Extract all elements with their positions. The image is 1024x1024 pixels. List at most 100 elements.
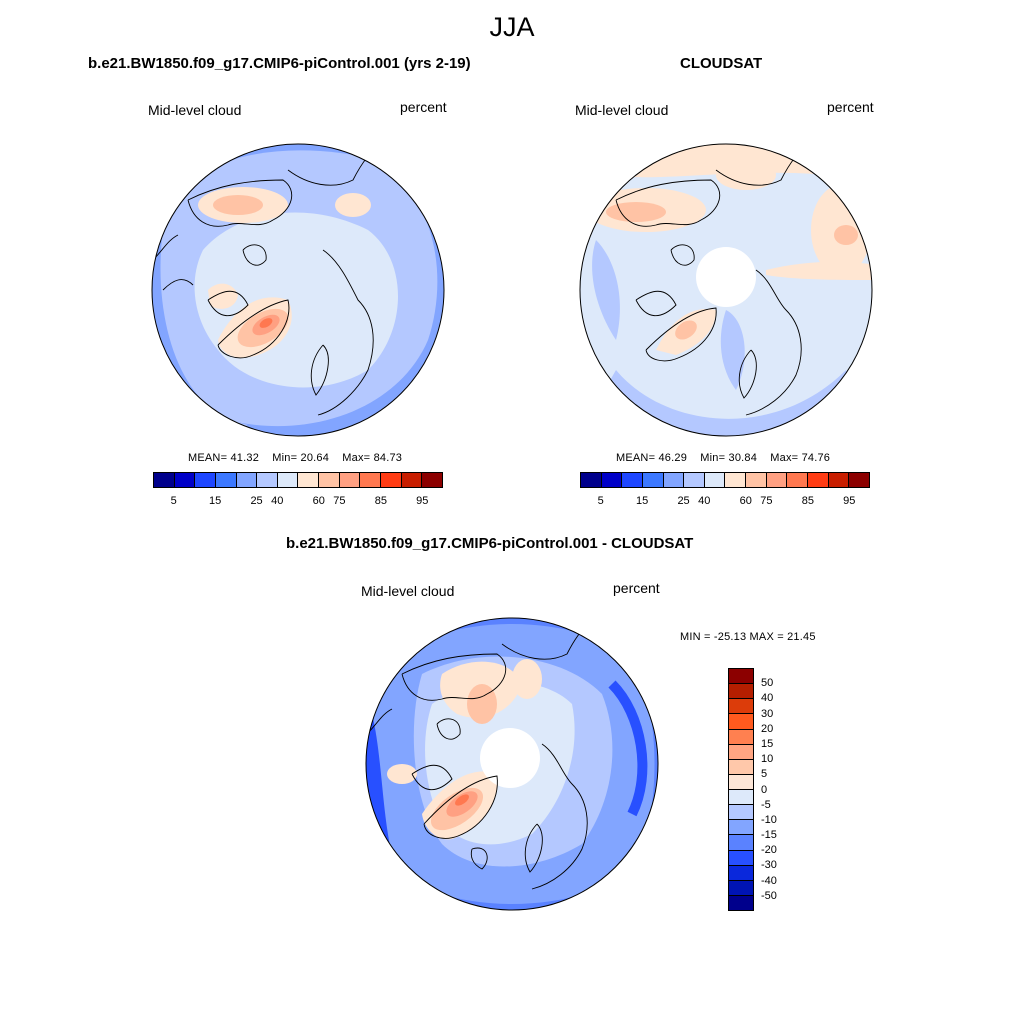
colorbar-swatch (236, 473, 258, 487)
colorbar-swatch (729, 835, 753, 851)
colorbar-swatch (257, 473, 278, 487)
colorbar-tick-label: 85 (374, 495, 387, 507)
colorbar-swatch (360, 473, 382, 487)
colorbar-tick-label: 40 (761, 692, 774, 705)
colorbar-tick-label: 5 (597, 495, 604, 507)
colorbar-swatch (729, 880, 753, 896)
colorbar-swatch (277, 473, 299, 487)
colorbar-tick-label: 60 (739, 495, 752, 507)
colorbar-tick-label: 85 (801, 495, 814, 507)
colorbar-tick-label: 95 (843, 495, 856, 507)
panel1-colorbar (153, 472, 443, 488)
colorbar-swatch (422, 473, 442, 487)
colorbar-tick-label: 60 (312, 495, 325, 507)
colorbar-tick-label: 25 (250, 495, 263, 507)
panel3-stats: MIN = -25.13 MAX = 21.45 (680, 631, 816, 643)
panel1-stats: MEAN= 41.32 Min= 20.64 Max= 84.73 (188, 452, 402, 464)
colorbar-swatch (787, 473, 809, 487)
colorbar-swatch (828, 473, 850, 487)
colorbar-swatch (729, 820, 753, 836)
panel2-max-value: 74.76 (801, 452, 831, 464)
colorbar-tick-label: 15 (209, 495, 222, 507)
colorbar-swatch (319, 473, 340, 487)
panel2-min-value: 30.84 (728, 452, 758, 464)
colorbar-tick-label: 15 (761, 737, 774, 750)
colorbar-tick-label: -40 (761, 874, 777, 887)
panel1-mean-label: MEAN= (188, 452, 228, 464)
colorbar-tick-label: -20 (761, 844, 777, 857)
colorbar-tick-label: 25 (677, 495, 690, 507)
colorbar-swatch (729, 850, 753, 866)
panel1-variable-label: Mid-level cloud (148, 102, 242, 118)
colorbar-swatch (622, 473, 643, 487)
colorbar-swatch (849, 473, 869, 487)
colorbar-swatch (381, 473, 402, 487)
panel1-title: b.e21.BW1850.f09_g17.CMIP6-piControl.001… (88, 55, 471, 72)
colorbar-tick-label: -10 (761, 813, 777, 826)
colorbar-tick-label: 15 (636, 495, 649, 507)
colorbar-tick-label: 75 (760, 495, 773, 507)
colorbar-swatch (729, 684, 753, 700)
panel2-mean-label: MEAN= (616, 452, 656, 464)
colorbar-tick-label: 30 (761, 707, 774, 720)
panel2-mean-value: 46.29 (658, 452, 688, 464)
colorbar-swatch (808, 473, 829, 487)
colorbar-swatch (339, 473, 361, 487)
colorbar-tick-label: 40 (271, 495, 284, 507)
colorbar-swatch (195, 473, 216, 487)
colorbar-swatch (729, 865, 753, 881)
colorbar-swatch (704, 473, 726, 487)
panel1-min-label: Min= (272, 452, 298, 464)
panel1-mean-value: 41.32 (230, 452, 260, 464)
colorbar-swatch (729, 759, 753, 775)
panel1-colorbar-ticks: 5 15 25 40 60 75 85 95 (153, 495, 443, 509)
panel2-max-label: Max= (770, 452, 799, 464)
colorbar-swatch (215, 473, 237, 487)
panel3-polar-map (365, 617, 659, 911)
colorbar-swatch (729, 895, 753, 910)
colorbar-tick-label: 40 (698, 495, 711, 507)
panel2-stats: MEAN= 46.29 Min= 30.84 Max= 74.76 (616, 452, 830, 464)
colorbar-tick-label: 5 (761, 768, 768, 781)
panel2-min-label: Min= (700, 452, 726, 464)
colorbar-swatch (729, 805, 753, 821)
colorbar-swatch (642, 473, 664, 487)
colorbar-swatch (174, 473, 196, 487)
colorbar-tick-label: 50 (761, 677, 774, 690)
colorbar-swatch (729, 669, 753, 685)
colorbar-swatch (766, 473, 788, 487)
colorbar-tick-label: -15 (761, 829, 777, 842)
colorbar-swatch (729, 774, 753, 790)
colorbar-tick-label: 5 (170, 495, 177, 507)
colorbar-swatch (725, 473, 747, 487)
panel2-title: CLOUDSAT (680, 55, 763, 72)
panel3-title: b.e21.BW1850.f09_g17.CMIP6-piControl.001… (286, 535, 694, 552)
colorbar-swatch (729, 714, 753, 730)
colorbar-tick-label: -50 (761, 889, 777, 902)
colorbar-swatch (729, 790, 753, 806)
colorbar-tick-label: 75 (333, 495, 346, 507)
colorbar-tick-label: 0 (761, 783, 768, 796)
panel2-colorbar (580, 472, 870, 488)
colorbar-swatch (729, 744, 753, 760)
panel1-max-label: Max= (342, 452, 371, 464)
colorbar-swatch (684, 473, 705, 487)
panel1-polar-map (151, 143, 445, 437)
colorbar-swatch (601, 473, 623, 487)
panel3-units-label: percent (613, 580, 660, 596)
colorbar-tick-label: 20 (761, 722, 774, 735)
panel2-colorbar-ticks: 5 15 25 40 60 75 85 95 (580, 495, 870, 509)
colorbar-swatch (746, 473, 767, 487)
panel2-polar-map (579, 143, 873, 437)
panel3-colorbar-ticks: 50 40 30 20 15 10 5 0 -5 -10 -15 -20 -30 -40 -50 (761, 668, 801, 911)
panel3-colorbar (728, 668, 754, 911)
colorbar-tick-label: -5 (761, 798, 771, 811)
colorbar-swatch (729, 729, 753, 745)
panel1-units-label: percent (400, 99, 447, 115)
colorbar-swatch (729, 699, 753, 715)
colorbar-tick-label: 10 (761, 753, 774, 766)
main-title: JJA (489, 12, 535, 42)
panel2-units-label: percent (827, 99, 874, 115)
colorbar-swatch (581, 473, 602, 487)
colorbar-tick-label: -30 (761, 859, 777, 872)
